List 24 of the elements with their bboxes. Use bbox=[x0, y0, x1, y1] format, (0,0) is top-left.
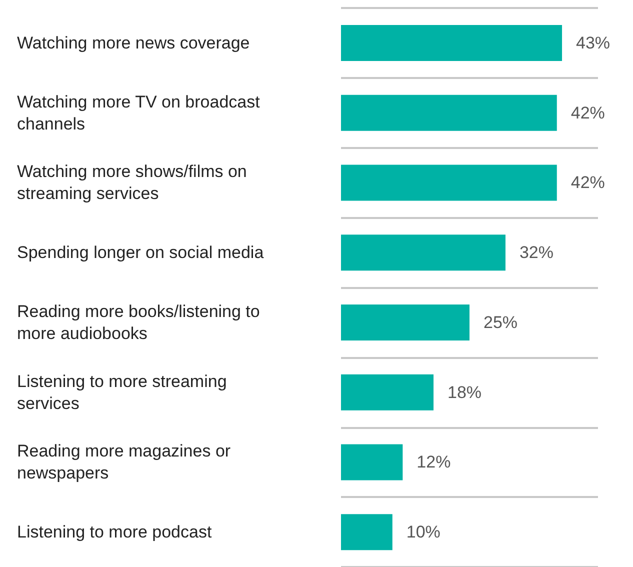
bar bbox=[341, 234, 506, 271]
y-tick-label: Listening to more podcast bbox=[17, 522, 212, 542]
data-label: 25% bbox=[484, 312, 518, 332]
y-tick-label: Watching more news coverage bbox=[17, 33, 250, 52]
data-label: 42% bbox=[570, 103, 605, 122]
y-tick-label: Spending longer on social media bbox=[17, 243, 264, 262]
y-tick-label: Reading more books/listening to more audiobooks bbox=[17, 302, 265, 343]
bar bbox=[341, 24, 562, 61]
data-label: 42% bbox=[570, 173, 605, 192]
data-label: 10% bbox=[406, 522, 440, 542]
y-tick-label: Listening to more streaming services bbox=[17, 372, 232, 413]
bar bbox=[341, 94, 557, 131]
bar bbox=[341, 444, 403, 480]
data-label: 32% bbox=[519, 243, 554, 262]
y-tick-label: Reading more magazines or newspapers bbox=[17, 442, 236, 483]
y-tick-label: Watching more shows/films on streaming services bbox=[17, 162, 252, 204]
data-label: 43% bbox=[576, 33, 610, 52]
bar bbox=[341, 374, 434, 410]
y-tick-label: Watching more TV on broadcast channels bbox=[17, 92, 265, 134]
data-label: 12% bbox=[416, 452, 451, 472]
bar bbox=[341, 304, 470, 340]
bar bbox=[341, 514, 392, 550]
bar bbox=[341, 164, 557, 201]
data-label: 18% bbox=[448, 382, 482, 402]
